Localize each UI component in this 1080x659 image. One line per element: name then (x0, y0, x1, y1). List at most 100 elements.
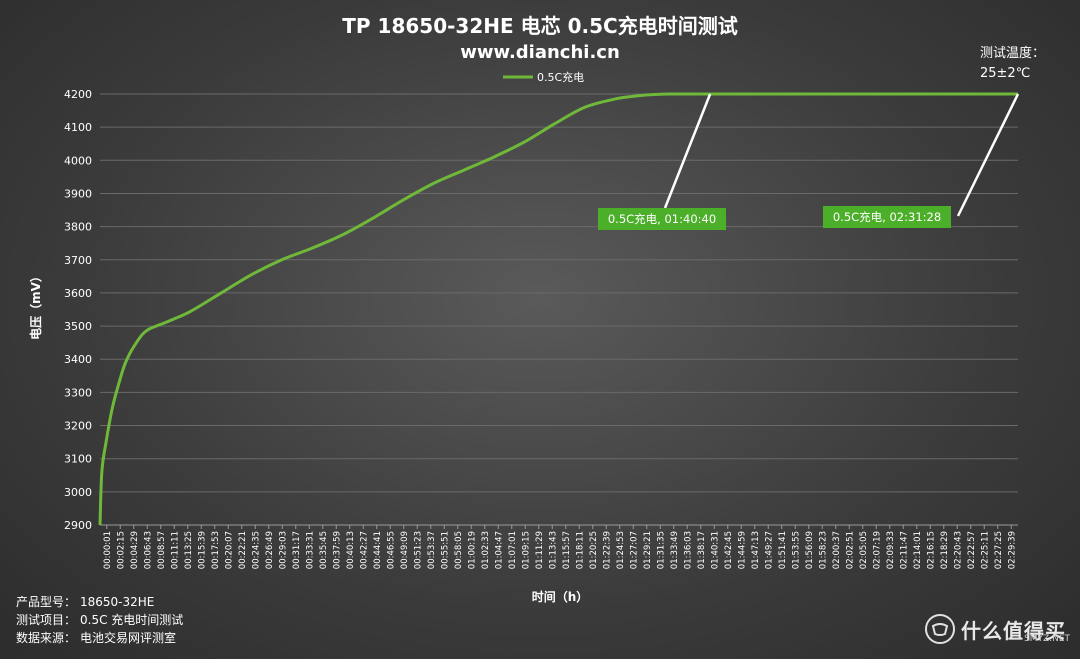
x-tick-label: 00:02:15 (116, 531, 126, 569)
x-tick-label: 01:56:09 (805, 531, 815, 569)
annotation-box (823, 206, 951, 228)
y-tick-label: 3900 (64, 187, 92, 200)
footer-row-source: 数据来源： 电池交易网评测室 (16, 629, 183, 647)
x-tick-label: 01:53:55 (791, 531, 801, 569)
x-tick-label: 00:20:07 (224, 531, 234, 569)
x-tick-label: 01:24:53 (616, 531, 626, 569)
x-tick-label: 01:58:23 (818, 531, 828, 569)
annotation-box (598, 208, 726, 230)
y-tick-label: 3100 (64, 453, 92, 466)
watermark-text: 什么值得买 (961, 618, 1066, 643)
x-tick-label: 00:42:27 (359, 531, 369, 569)
model-label: 产品型号： (16, 595, 77, 609)
x-tick-label: 00:17:53 (211, 531, 221, 569)
x-tick-label: 02:09:33 (886, 531, 896, 569)
chart-subtitle: www.dianchi.cn (460, 42, 620, 63)
x-tick-label: 01:51:41 (778, 531, 788, 569)
x-tick-label: 00:00:01 (103, 531, 113, 569)
x-tick-label: 01:09:15 (521, 531, 531, 569)
y-tick-label: 3000 (64, 486, 92, 499)
temperature-note: 测试温度： 25±2℃ (980, 44, 1045, 84)
footer-row-model: 产品型号： 18650-32HE (16, 593, 183, 611)
x-tick-label: 02:18:29 (940, 531, 950, 569)
y-tick-label: 3300 (64, 386, 92, 399)
x-tick-label: 01:31:35 (656, 531, 666, 569)
annotation-leader (663, 93, 712, 209)
y-tick-label: 4200 (64, 88, 92, 101)
legend: 0.5C充电 (503, 70, 584, 84)
x-tick-label: 00:04:29 (130, 531, 140, 569)
x-tick-label: 00:22:21 (238, 531, 248, 569)
x-tick-label: 00:26:49 (265, 531, 275, 569)
model-value: 18650-32HE (80, 595, 155, 609)
x-tick-label: 01:07:01 (508, 531, 518, 569)
x-tick-label: 02:07:19 (872, 531, 882, 569)
x-tick-label: 00:11:11 (170, 531, 180, 569)
x-tick-label: 02:20:43 (953, 531, 963, 569)
item-label: 测试项目： (16, 613, 77, 627)
x-tick-label: 02:16:15 (926, 531, 936, 569)
legend-label: 0.5C充电 (537, 70, 584, 84)
watermark-sub: SMYZ.NET (1024, 634, 1070, 644)
x-tick-label: 00:46:55 (386, 531, 396, 569)
y-axis-label: 电压（mV） (28, 270, 43, 340)
x-tick-label: 00:51:23 (413, 531, 423, 569)
x-tick-label: 00:08:57 (157, 531, 167, 569)
y-tick-label: 3700 (64, 254, 92, 267)
x-tick-label: 01:42:45 (724, 531, 734, 569)
y-tick-label: 3800 (64, 221, 92, 234)
x-axis-label: 时间（h） (532, 589, 589, 604)
x-tick-label: 00:35:45 (319, 531, 329, 569)
x-tick-label: 01:49:27 (764, 531, 774, 569)
x-tick-label: 00:06:43 (143, 531, 153, 569)
y-tick-label: 3600 (64, 287, 92, 300)
x-tick-label: 00:33:31 (305, 531, 315, 569)
x-tick-label: 01:40:31 (710, 531, 720, 569)
chart-title: TP 18650-32HE 电芯 0.5C充电时间测试 (342, 14, 737, 38)
x-tick-label: 01:29:21 (643, 531, 653, 569)
x-tick-label: 01:15:57 (562, 531, 572, 569)
annotation-leader (956, 93, 1020, 217)
x-tick-label: 01:02:33 (481, 531, 491, 569)
x-tick-label: 00:44:41 (373, 531, 383, 569)
x-tick-label: 00:15:39 (197, 531, 207, 569)
series-line-0.5c (98, 92, 1018, 526)
x-tick-label: 01:47:13 (751, 531, 761, 569)
y-tick-label: 3400 (64, 353, 92, 366)
x-tick-label: 00:13:25 (184, 531, 194, 569)
y-axis: 2900 3000 3100 3200 3300 3400 3500 3600 3700 3800… (64, 88, 92, 532)
source-label: 数据来源： (16, 631, 77, 645)
annotation-label: 0.5C充电, 02:31:28 (833, 210, 941, 224)
x-tick-label: 02:25:11 (980, 531, 990, 569)
x-tick-label: 01:44:59 (737, 531, 747, 569)
y-tick-label: 3200 (64, 420, 92, 433)
y-tick-label: 3500 (64, 320, 92, 333)
x-tick-label: 00:53:37 (427, 531, 437, 569)
x-tick-label: 01:38:17 (697, 531, 707, 569)
footer-info: 产品型号： 18650-32HE 测试项目： 0.5C 充电时间测试 数据来源：… (16, 593, 183, 647)
footer-row-item: 测试项目： 0.5C 充电时间测试 (16, 611, 183, 629)
x-tick-label: 00:24:35 (251, 531, 261, 569)
temperature-label: 测试温度： (980, 46, 1046, 61)
source-value: 电池交易网评测室 (80, 631, 177, 645)
x-tick-label: 00:58:05 (454, 531, 464, 569)
x-tick-label: 02:11:47 (899, 531, 909, 569)
grid (100, 93, 1018, 526)
x-tick-label: 01:20:25 (589, 531, 599, 569)
x-tick-label: 01:36:03 (683, 531, 693, 569)
x-tick-label: 00:37:59 (332, 531, 342, 569)
x-tick-label: 01:11:29 (535, 531, 545, 569)
x-tick-label: 01:33:49 (670, 531, 680, 569)
annotation-label: 0.5C充电, 01:40:40 (608, 212, 716, 226)
x-tick-label: 02:05:05 (859, 531, 869, 569)
x-tick-label: 01:27:07 (629, 531, 639, 569)
watermark-logo-icon (925, 614, 955, 644)
y-tick-label: 4100 (64, 121, 92, 134)
x-tick-label: 01:13:43 (548, 531, 558, 569)
y-tick-label: 4000 (64, 154, 92, 167)
x-tick-label: 02:00:37 (832, 531, 842, 569)
x-tick-label: 00:55:51 (440, 531, 450, 569)
x-tick-label: 00:29:03 (278, 531, 288, 569)
x-tick-label: 01:00:19 (467, 531, 477, 569)
watermark: 什么值得买 (925, 614, 1066, 644)
